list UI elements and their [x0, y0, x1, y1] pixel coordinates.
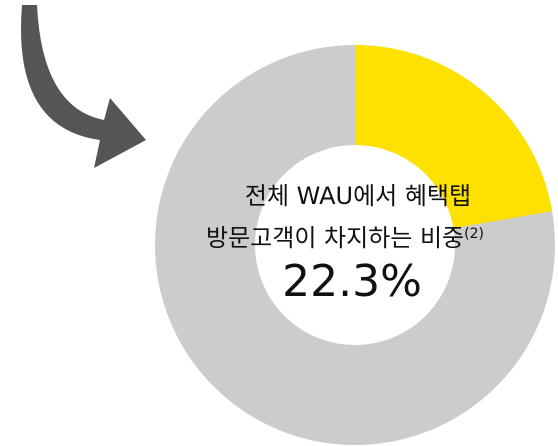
value-label: 22.3%: [282, 256, 422, 307]
arrow: [20, 5, 146, 168]
subtitle: 방문고객이 차지하는 비중(2): [206, 224, 484, 252]
donut-slice: [355, 45, 553, 229]
title: 전체 WAU에서 혜택탭: [245, 182, 471, 210]
subtitle-text: 방문고객이 차지하는 비중: [206, 224, 464, 252]
slices: [355, 45, 553, 229]
footnote-mark: (2): [464, 226, 484, 242]
